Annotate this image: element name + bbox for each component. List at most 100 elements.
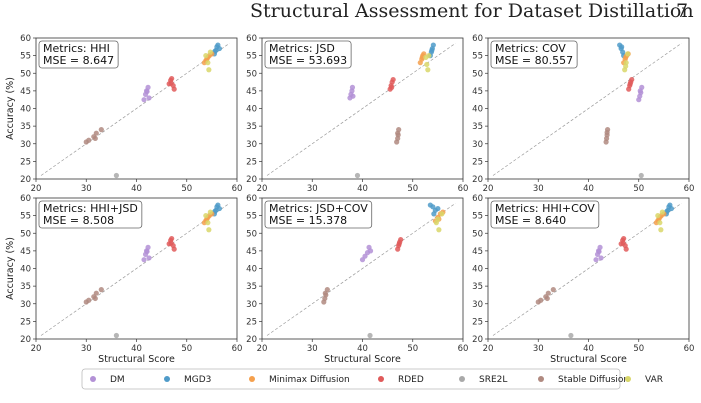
point-dm — [367, 248, 374, 254]
point-var — [439, 211, 445, 217]
y-tick-label: 35 — [472, 282, 483, 292]
y-tick-label: 20 — [20, 335, 31, 345]
point-var — [203, 53, 209, 59]
point-stable-diffusion — [395, 130, 401, 136]
point-mgd3 — [435, 205, 441, 212]
point-sre2l — [568, 332, 574, 339]
mse-label: MSE = 8.640 — [495, 214, 566, 227]
y-tick-label: 45 — [20, 247, 31, 257]
legend-label-sre2l: SRE2L — [479, 375, 507, 385]
point-rded — [623, 246, 629, 252]
y-tick-label: 30 — [20, 140, 31, 150]
point-rded — [169, 75, 175, 82]
point-mgd3 — [430, 42, 436, 48]
y-tick-label: 35 — [20, 282, 31, 292]
page-title: Structural Assessment for Dataset Distil… — [250, 0, 694, 22]
x-tick-label: 30 — [307, 184, 318, 194]
legend-label-mgd3: MGD3 — [184, 375, 211, 385]
x-tick-label: 50 — [407, 184, 418, 194]
y-axis-label: Accuracy (%) — [5, 237, 16, 300]
y-tick-label: 40 — [472, 105, 483, 115]
y-tick-label: 25 — [246, 157, 257, 167]
point-var — [657, 220, 663, 226]
y-tick-label: 25 — [472, 157, 483, 167]
page-number: 7 — [676, 0, 689, 22]
point-var — [655, 213, 661, 219]
y-tick-label: 45 — [246, 87, 257, 97]
y-tick-label: 55 — [246, 52, 257, 62]
point-var — [205, 60, 211, 66]
y-tick-label: 35 — [472, 122, 483, 132]
mse-label: MSE = 8.508 — [43, 214, 114, 227]
panel-3: 20 30 40 50 60 20 25 30 35 40 45 50 55 60 Metrics: COV… — [472, 34, 694, 194]
point-stable-diffusion — [92, 295, 98, 302]
x-tick-label: 20 — [31, 344, 42, 354]
y-tick-label: 50 — [472, 229, 483, 239]
point-stable-diffusion — [545, 290, 551, 296]
annotation-box — [264, 40, 352, 69]
y-tick-label: 40 — [20, 265, 31, 275]
point-dm — [597, 244, 603, 250]
y-tick-label: 50 — [472, 69, 483, 79]
point-rded — [389, 84, 395, 90]
x-tick-label: 40 — [583, 184, 594, 194]
point-dm — [598, 255, 604, 261]
point-dm — [637, 88, 643, 94]
point-rded — [396, 241, 402, 247]
point-sre2l — [113, 172, 119, 179]
y-tick-label: 60 — [472, 194, 483, 204]
point-var — [423, 54, 429, 60]
x-tick-label: 60 — [458, 344, 469, 354]
point-var — [424, 61, 430, 68]
metric-label: Metrics: JSD — [269, 42, 335, 55]
point-rded — [629, 76, 635, 83]
point-var — [625, 51, 631, 57]
y-tick-label: 45 — [472, 247, 483, 257]
point-rded — [398, 236, 404, 243]
point-dm — [146, 95, 152, 101]
x-tick-label: 50 — [633, 184, 644, 194]
point-var — [205, 220, 211, 226]
point-stable-diffusion — [86, 137, 92, 143]
x-tick-label: 20 — [257, 344, 268, 354]
point-var — [435, 216, 441, 222]
y-tick-label: 60 — [472, 34, 483, 44]
y-tick-label: 20 — [246, 175, 257, 185]
y-tick-label: 30 — [20, 300, 31, 310]
point-stable-diffusion — [98, 127, 104, 133]
metric-label: Metrics: HHI — [43, 42, 110, 55]
point-var — [203, 213, 209, 219]
y-tick-label: 30 — [472, 140, 483, 150]
point-stable-diffusion — [98, 287, 104, 293]
point-dm — [146, 255, 152, 261]
x-tick-label: 40 — [357, 184, 368, 194]
point-var — [425, 67, 431, 73]
reference-line — [266, 203, 456, 336]
point-sre2l — [113, 332, 119, 339]
y-tick-label: 25 — [472, 317, 483, 327]
x-tick-label: 30 — [533, 344, 544, 354]
panel-4: 20 30 40 50 60 20 25 30 35 40 45 50 55 60 Metrics: HHI… — [20, 194, 242, 354]
y-tick-label: 55 — [472, 212, 483, 222]
point-mgd3 — [431, 211, 437, 217]
point-dm — [145, 244, 151, 250]
annotation-box — [38, 200, 143, 229]
x-tick-label: 60 — [232, 184, 243, 194]
y-tick-label: 60 — [20, 194, 31, 204]
y-tick-label: 25 — [20, 317, 31, 327]
point-dm — [144, 88, 150, 95]
panel-5: 20 30 40 50 60 20 25 30 35 40 45 50 55 60 Metrics: JSD… — [246, 194, 468, 354]
legend-marker-dm — [90, 376, 96, 382]
y-tick-label: 30 — [246, 300, 257, 310]
x-tick-label: 40 — [357, 344, 368, 354]
legend-label-var: VAR — [645, 375, 663, 385]
point-dm — [349, 84, 356, 90]
legend-frame — [81, 368, 621, 390]
reference-line — [266, 43, 456, 176]
y-tick-label: 25 — [246, 317, 257, 327]
metric-label: Metrics: HHI+COV — [495, 202, 595, 215]
y-axis-label: Accuracy (%) — [5, 77, 16, 140]
